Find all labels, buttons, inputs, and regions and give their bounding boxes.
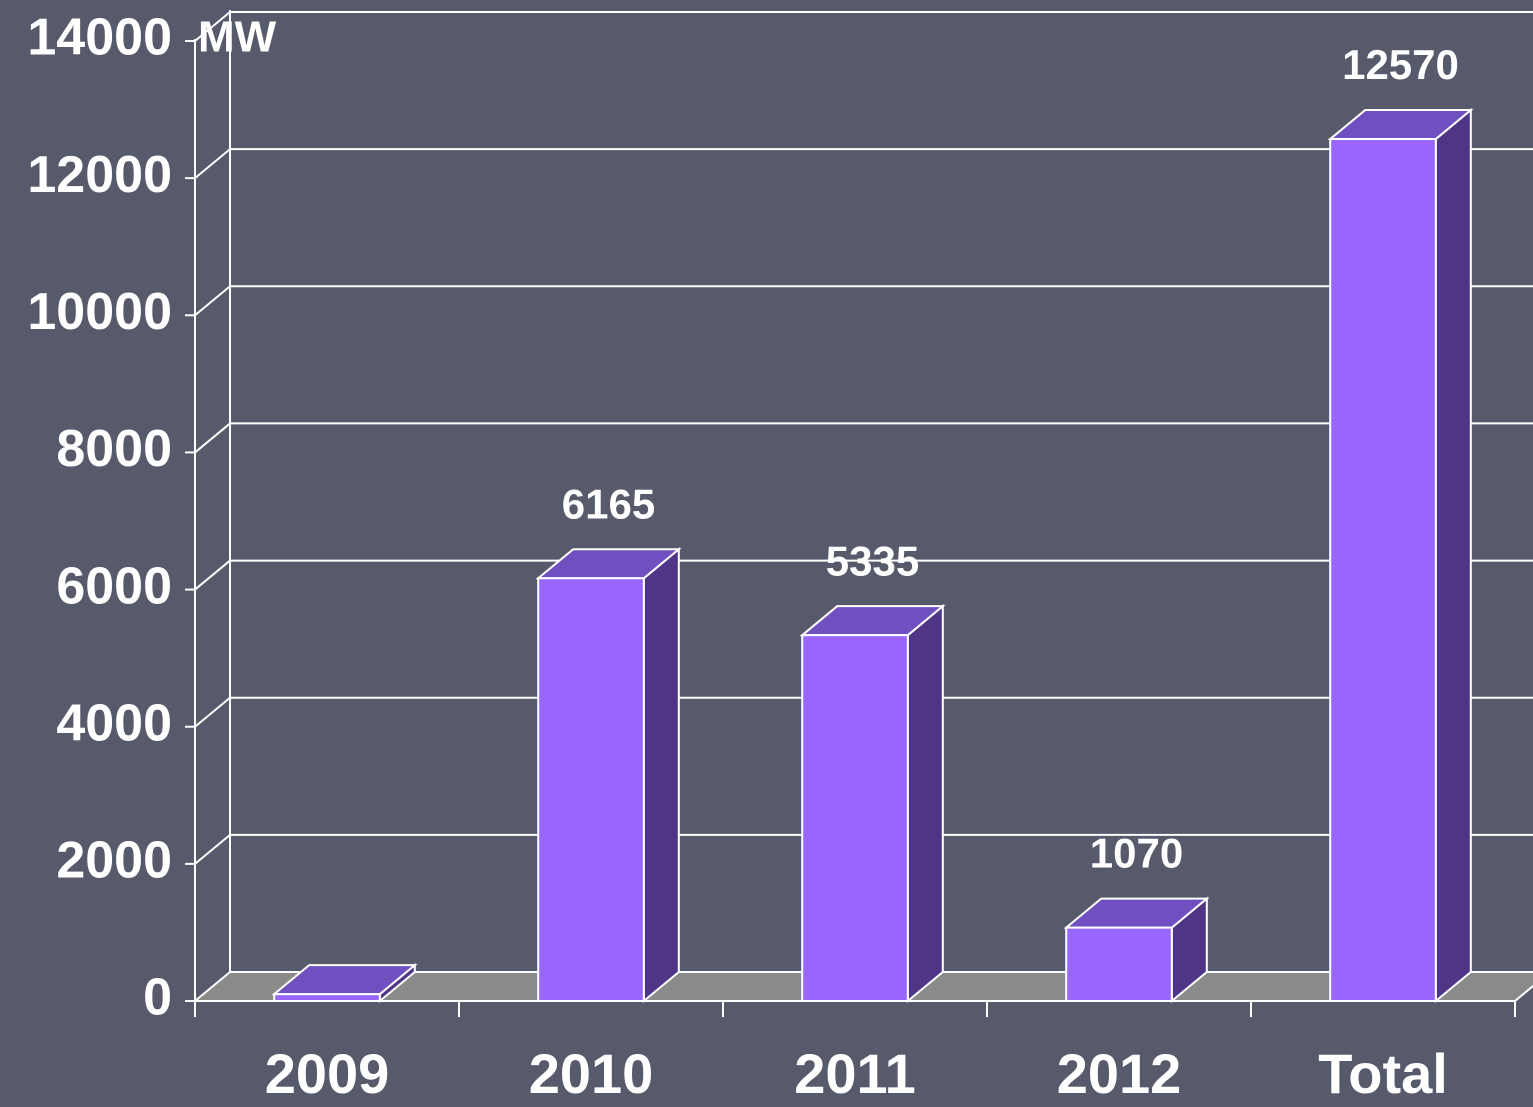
y-tick-label: 10000 [27, 283, 172, 341]
bar [801, 634, 909, 1003]
bar [1065, 926, 1173, 1003]
bar-side [642, 547, 680, 1004]
bar [537, 577, 645, 1002]
x-tick-label: 2012 [1057, 1042, 1182, 1105]
y-tick-label: 2000 [56, 832, 172, 890]
grid-line [194, 834, 231, 865]
bar [1329, 138, 1437, 1003]
bar-side [906, 604, 944, 1004]
bar [273, 993, 381, 1003]
bar-side [1434, 107, 1472, 1004]
x-tick-label: 2009 [265, 1042, 390, 1105]
y-axis-label: MW [198, 13, 277, 62]
x-tick-label: 2011 [794, 1042, 916, 1105]
grid-line [194, 285, 231, 317]
y-tick-label: 8000 [56, 420, 172, 478]
value-label: 6165 [562, 480, 655, 527]
x-tick-label: Total [1318, 1042, 1448, 1105]
grid-line [194, 11, 231, 42]
y-tick-label: 6000 [56, 557, 172, 615]
grid-line [194, 422, 231, 454]
grid-line [194, 696, 231, 728]
value-label: 5335 [826, 537, 919, 584]
value-label: 1070 [1090, 830, 1183, 877]
y-tick-label: 12000 [27, 146, 172, 204]
y-tick-label: 0 [143, 969, 172, 1027]
grid-line [194, 148, 231, 179]
value-label: 12570 [1342, 41, 1459, 88]
y-tick-label: 14000 [27, 9, 172, 67]
x-tick-label: 2010 [529, 1042, 654, 1105]
grid-line [194, 559, 231, 591]
y-tick-label: 4000 [56, 694, 172, 752]
